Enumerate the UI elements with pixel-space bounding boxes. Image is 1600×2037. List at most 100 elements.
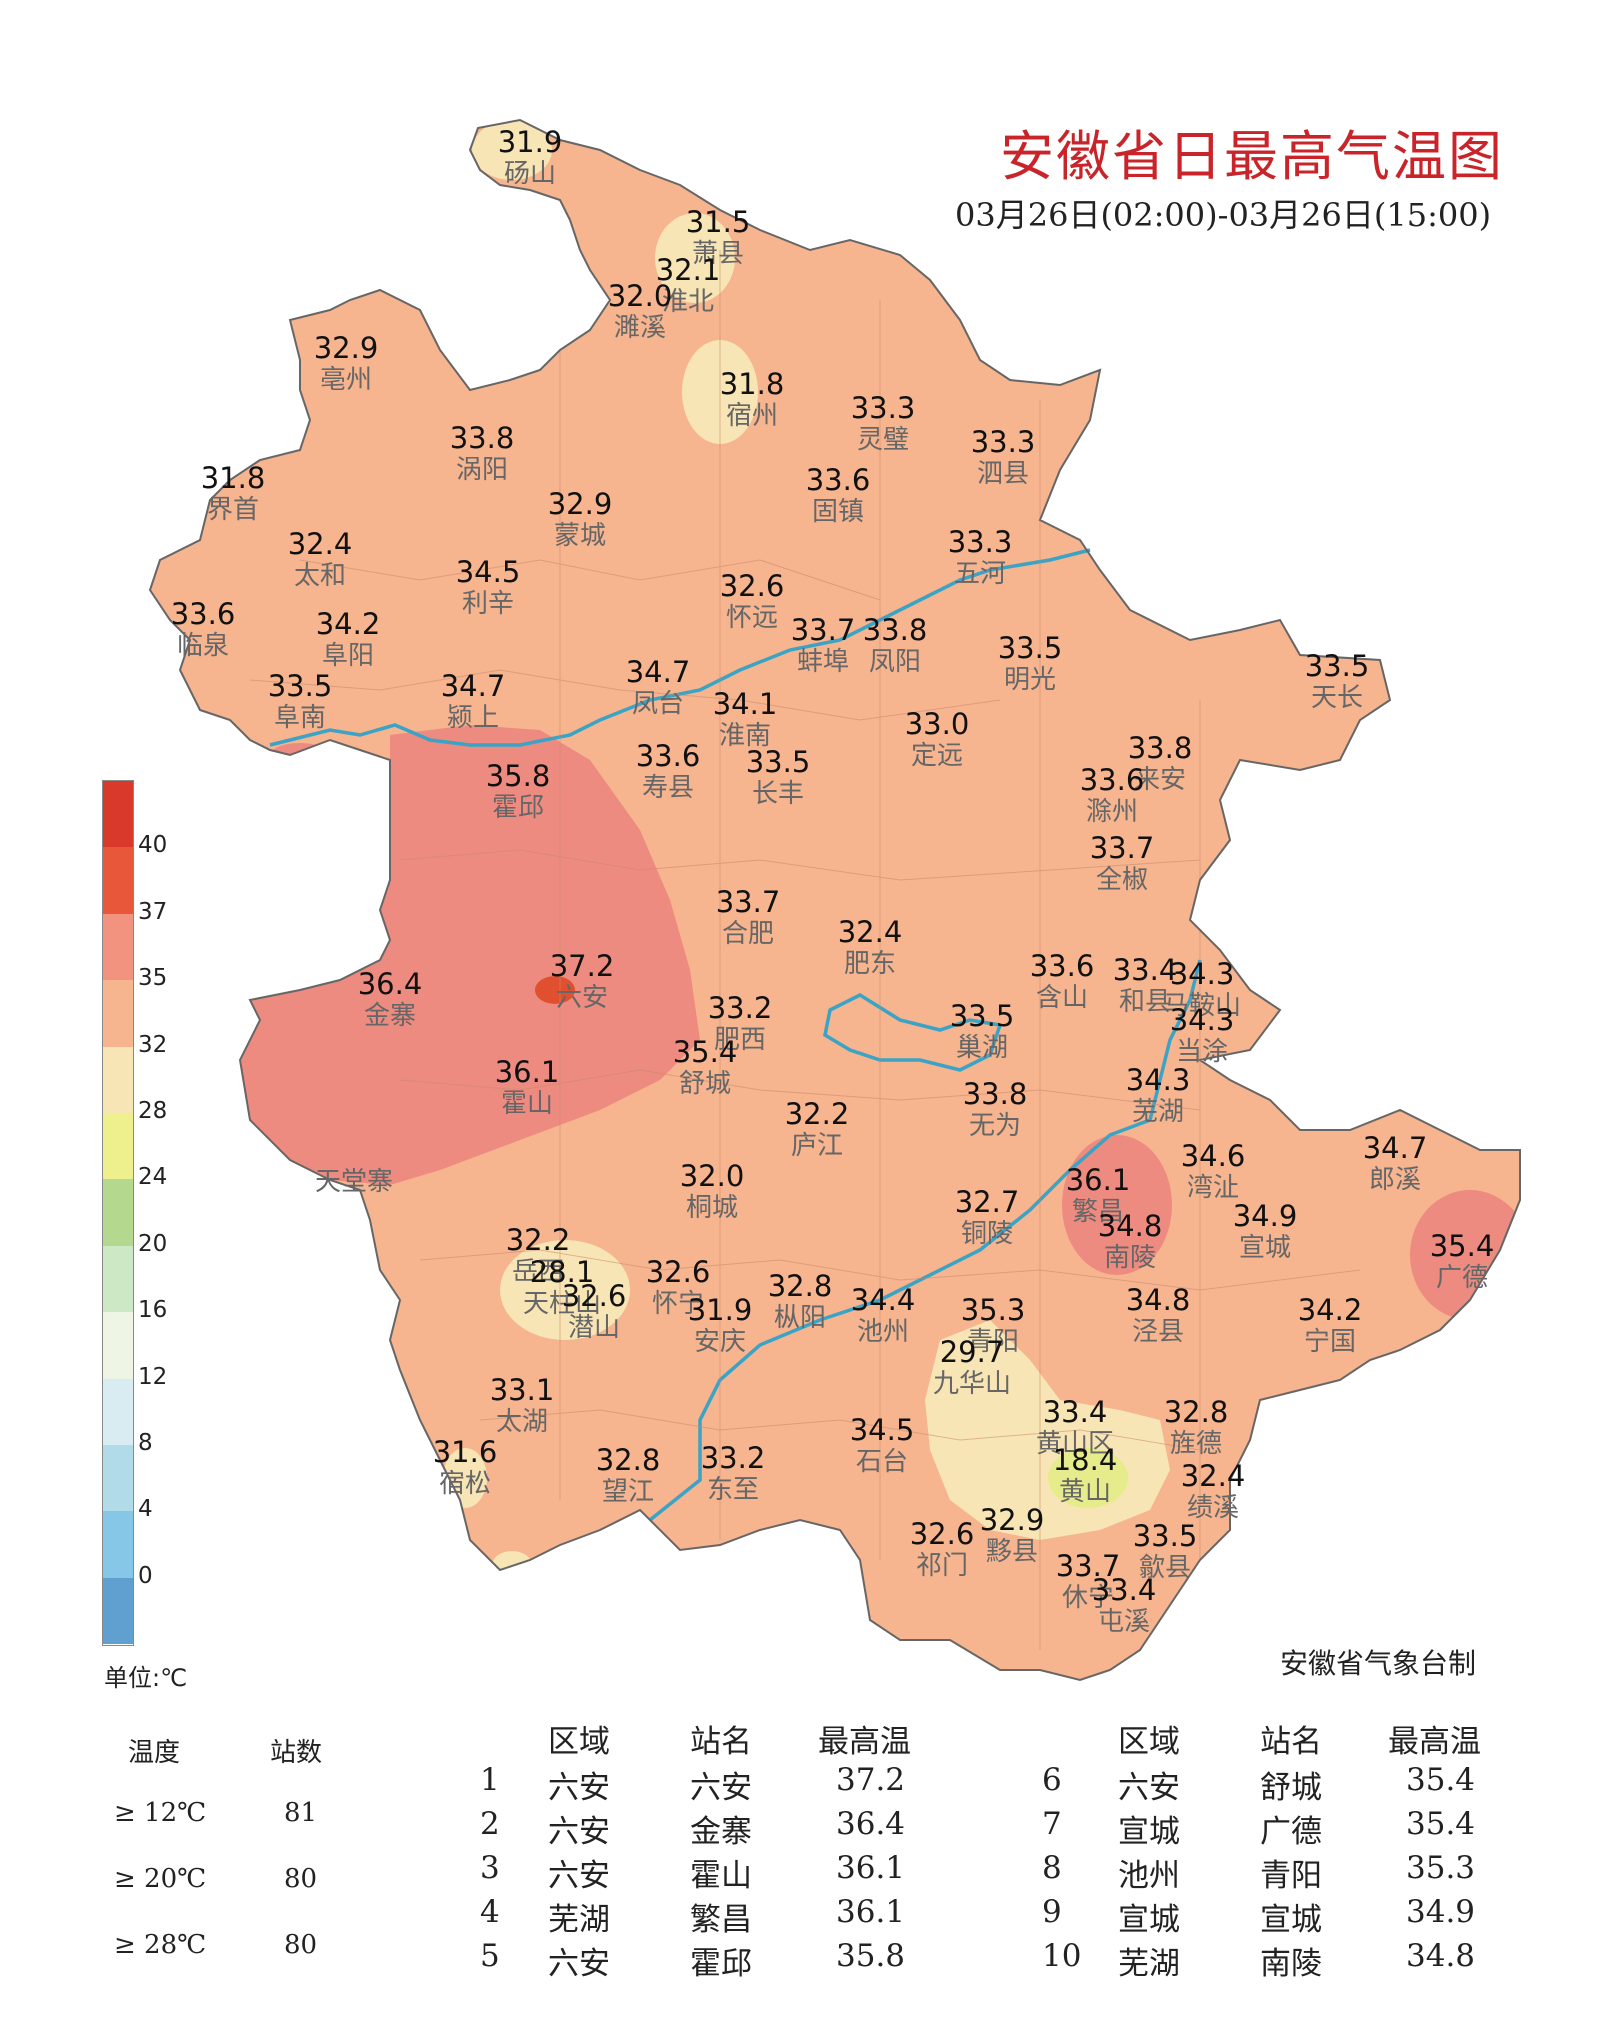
station-value: 34.5 bbox=[850, 1413, 915, 1447]
station: 32.7铜陵 bbox=[955, 1185, 1020, 1249]
legend-tick-label: 20 bbox=[138, 1230, 168, 1257]
station-value: 34.3 bbox=[1126, 1063, 1191, 1097]
station-name: 定远 bbox=[911, 741, 963, 771]
tiantangzhai-label: 天堂寨 bbox=[315, 1167, 393, 1197]
temperature-zones bbox=[240, 120, 1520, 1579]
station-value: 32.1 bbox=[656, 253, 721, 287]
legend-swatch bbox=[103, 1378, 133, 1445]
station: 34.8泾县 bbox=[1126, 1283, 1191, 1347]
station-name: 广德 bbox=[1436, 1263, 1488, 1293]
station: 34.3当涂 bbox=[1170, 1003, 1235, 1067]
station-name: 砀山 bbox=[504, 159, 556, 189]
station-value: 31.5 bbox=[686, 205, 751, 239]
station-name: 阜南 bbox=[274, 703, 326, 733]
station-name: 天长 bbox=[1311, 683, 1363, 713]
station: 18.4黄山 bbox=[1053, 1443, 1118, 1507]
station-name: 颍上 bbox=[447, 703, 499, 733]
station: 34.6湾沚 bbox=[1181, 1139, 1246, 1203]
station-name: 天柱山 bbox=[523, 1289, 601, 1319]
station-name: 当涂 bbox=[1176, 1037, 1228, 1067]
station-value: 36.1 bbox=[1066, 1163, 1131, 1197]
station: 32.6祁门 bbox=[910, 1517, 975, 1581]
station-value: 32.8 bbox=[768, 1269, 833, 1303]
table-station: 广德 bbox=[1260, 1814, 1322, 1850]
station: 32.9黟县 bbox=[980, 1503, 1045, 1567]
station: 33.6寿县 bbox=[636, 739, 701, 803]
station-name: 宿松 bbox=[439, 1469, 491, 1499]
station: 33.1太湖 bbox=[490, 1373, 555, 1437]
table-region: 六安 bbox=[1118, 1770, 1180, 1806]
legend-swatch bbox=[103, 1577, 133, 1645]
station-value: 33.7 bbox=[1056, 1549, 1121, 1583]
station-name: 霍邱 bbox=[492, 793, 544, 823]
station: 33.3五河 bbox=[948, 525, 1013, 589]
station-name: 界首 bbox=[207, 495, 259, 525]
color-legend bbox=[102, 780, 134, 1646]
station: 33.3灵璧 bbox=[851, 391, 916, 455]
station-name: 六安 bbox=[556, 983, 608, 1013]
table-region: 池州 bbox=[1118, 1858, 1180, 1894]
station: 32.4肥东 bbox=[838, 915, 903, 979]
station: 32.9蒙城 bbox=[548, 487, 613, 551]
legend-tick-label: 37 bbox=[138, 898, 168, 925]
legend-tick-label: 32 bbox=[138, 1031, 168, 1058]
station-value: 33.7 bbox=[1090, 831, 1155, 865]
agency-label: 安徽省气象台制 bbox=[1280, 1647, 1477, 1680]
station: 32.9亳州 bbox=[314, 331, 379, 395]
station-value: 31.9 bbox=[688, 1293, 753, 1327]
table-station: 青阳 bbox=[1260, 1858, 1322, 1894]
table-station: 南陵 bbox=[1260, 1946, 1322, 1982]
table-region: 六安 bbox=[548, 1858, 610, 1894]
station-name: 石台 bbox=[856, 1447, 908, 1477]
station: 32.1淮北 bbox=[656, 253, 721, 317]
station: 33.5阜南 bbox=[268, 669, 333, 733]
legend-tick-label: 35 bbox=[138, 965, 168, 992]
table-header: 最高温 bbox=[818, 1724, 911, 1760]
station-value: 33.5 bbox=[950, 999, 1015, 1033]
station: 35.4舒城 bbox=[673, 1035, 738, 1099]
table-header: 最高温 bbox=[1388, 1724, 1481, 1760]
station-value: 34.7 bbox=[626, 655, 691, 689]
station: 32.6怀远 bbox=[720, 569, 785, 633]
legend-swatch bbox=[103, 1245, 133, 1313]
station-value: 37.2 bbox=[550, 949, 615, 983]
station-value: 33.8 bbox=[963, 1077, 1028, 1111]
table-region: 芜湖 bbox=[548, 1902, 610, 1938]
station-value: 33.3 bbox=[948, 525, 1013, 559]
table-station: 六安 bbox=[690, 1770, 752, 1806]
station-name: 枞阳 bbox=[774, 1303, 826, 1333]
station-value: 35.4 bbox=[1430, 1229, 1495, 1263]
zone-35-funan bbox=[270, 743, 330, 767]
station: 31.9安庆 bbox=[688, 1293, 753, 1357]
station-value: 32.9 bbox=[548, 487, 613, 521]
legend-tick-label: 28 bbox=[138, 1098, 168, 1124]
station-name: 凤阳 bbox=[869, 647, 921, 677]
station-value: 33.5 bbox=[1133, 1519, 1198, 1553]
station: 34.2宁国 bbox=[1298, 1293, 1363, 1357]
stats-row-count: 80 bbox=[284, 1930, 318, 1960]
table-region: 六安 bbox=[548, 1814, 610, 1850]
station-name: 滁州 bbox=[1086, 797, 1138, 827]
station-value: 35.3 bbox=[961, 1293, 1026, 1327]
station: 33.6含山 bbox=[1030, 949, 1095, 1013]
station-value: 32.8 bbox=[596, 1443, 661, 1477]
stats-row-label: ≥ 20℃ bbox=[114, 1864, 207, 1894]
station-value: 33.7 bbox=[791, 613, 856, 647]
station-name: 霍山 bbox=[501, 1089, 553, 1119]
yangtze-river bbox=[648, 959, 1202, 1522]
legend-tick-label: 4 bbox=[138, 1496, 153, 1523]
table-header: 区域 bbox=[548, 1724, 610, 1760]
station: 35.4广德 bbox=[1430, 1229, 1495, 1293]
station-name: 黄山 bbox=[1059, 1477, 1111, 1507]
station-name: 屯溪 bbox=[1098, 1607, 1150, 1637]
station: 33.5明光 bbox=[998, 631, 1063, 695]
station-value: 33.6 bbox=[1030, 949, 1095, 983]
station-value: 34.8 bbox=[1126, 1283, 1191, 1317]
station-name: 合肥 bbox=[722, 919, 774, 949]
station: 33.5天长 bbox=[1305, 649, 1370, 713]
table-temp: 34.8 bbox=[1406, 1938, 1476, 1974]
station-value: 31.8 bbox=[201, 461, 266, 495]
table-temp: 36.1 bbox=[836, 1850, 906, 1886]
